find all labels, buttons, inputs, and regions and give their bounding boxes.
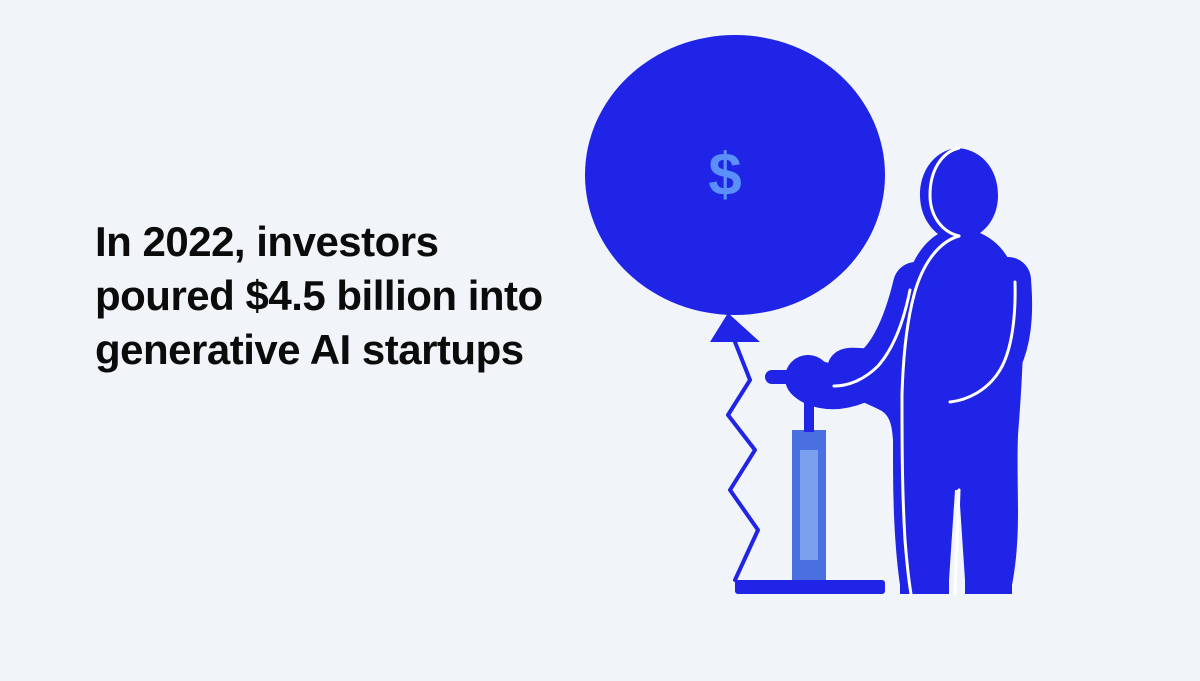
illustration-scene: $ xyxy=(560,20,1120,640)
dollar-icon: $ xyxy=(708,141,741,208)
pump-base xyxy=(735,580,885,594)
person-arm-near xyxy=(808,285,916,386)
balloon-knot xyxy=(710,313,760,342)
scene-svg: $ xyxy=(560,20,1120,640)
pump-inner xyxy=(800,450,818,560)
inner-line xyxy=(955,490,959,594)
balloon-string xyxy=(728,342,758,580)
headline-text: In 2022, investors poured $4.5 billion i… xyxy=(95,215,555,376)
